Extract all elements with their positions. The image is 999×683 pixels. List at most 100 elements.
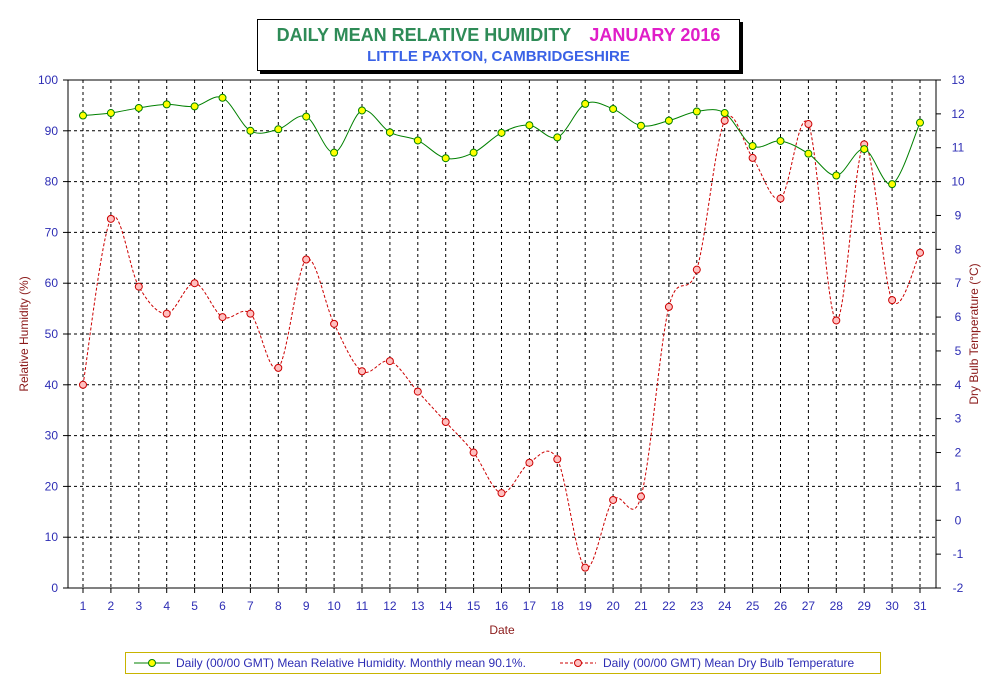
title-box: DAILY MEAN RELATIVE HUMIDITY JANUARY 2016… (257, 19, 740, 71)
humidity-point-26 (776, 136, 785, 145)
left-tick-label-20: 20 (45, 479, 59, 493)
left-tick-label-10: 10 (45, 530, 59, 544)
right-tick-label-11: 11 (952, 141, 965, 155)
temperature-point-31 (916, 248, 924, 257)
humidity-point-19 (581, 99, 590, 108)
temperature-point-8 (274, 363, 283, 372)
temperature-point-4 (162, 309, 171, 318)
temperature-point-11 (358, 367, 366, 376)
chart-title: DAILY MEAN RELATIVE HUMIDITY (276, 25, 572, 45)
chart-subtitle: LITTLE PAXTON, CAMBRIDGESHIRE (367, 48, 630, 65)
x-tick-label-9: 9 (303, 599, 310, 613)
x-tick-label-21: 21 (634, 599, 648, 613)
legend-temp-marker (560, 659, 596, 667)
right-tick-label-13: 13 (951, 73, 965, 87)
x-tick-label-3: 3 (135, 599, 142, 613)
left-tick-label-40: 40 (45, 378, 59, 392)
right-tick-label-0: 0 (955, 513, 962, 527)
humidity-point-21 (637, 121, 645, 130)
x-tick-label-18: 18 (551, 599, 565, 613)
x-tick-label-23: 23 (690, 599, 704, 613)
humidity-point-28 (832, 171, 841, 180)
left-tick-label-30: 30 (45, 429, 59, 443)
temperature-point-10 (330, 319, 339, 328)
humidity-point-9 (302, 112, 311, 121)
x-tick-label-4: 4 (163, 599, 170, 613)
x-tick-label-27: 27 (802, 599, 816, 613)
humidity-point-2 (106, 109, 115, 118)
temperature-point-9 (302, 255, 311, 264)
x-tick-label-29: 29 (858, 599, 872, 613)
temperature-point-27 (804, 120, 813, 129)
temperature-point-7 (246, 309, 255, 318)
humidity-point-8 (274, 125, 283, 134)
legend-rh-label: Daily (00/00 GMT) Mean Relative Humidity… (176, 656, 526, 670)
temperature-point-12 (385, 357, 394, 366)
humidity-point-1 (79, 111, 87, 120)
x-tick-label-12: 12 (383, 599, 397, 613)
humidity-point-4 (162, 100, 171, 109)
left-tick-label-100: 100 (38, 73, 58, 87)
legend-rh-marker (134, 659, 170, 667)
humidity-point-20 (609, 104, 618, 113)
right-tick-label-2: 2 (955, 446, 962, 460)
humidity-point-23 (692, 107, 701, 116)
temperature-point-3 (134, 282, 143, 291)
humidity-point-22 (664, 116, 673, 125)
left-tick-label-60: 60 (45, 276, 59, 290)
temperature-point-17 (525, 458, 534, 467)
temperature-point-23 (692, 265, 701, 274)
humidity-point-16 (497, 128, 506, 137)
humidity-point-12 (385, 128, 394, 137)
legend-temp-label: Daily (00/00 GMT) Mean Dry Bulb Temperat… (603, 656, 855, 670)
temperature-point-5 (190, 279, 199, 288)
left-tick-label-70: 70 (45, 225, 59, 239)
right-tick-label--1: -1 (953, 547, 964, 561)
left-y-axis-label: Relative Humidity (%) (17, 276, 31, 391)
humidity-point-31 (916, 118, 924, 127)
temperature-point-26 (776, 194, 785, 203)
humidity-point-15 (469, 148, 478, 157)
right-tick-label-9: 9 (955, 208, 962, 222)
x-axis-label: Date (489, 623, 515, 637)
x-tick-label-8: 8 (275, 599, 282, 613)
temperature-point-18 (553, 455, 562, 464)
humidity-point-30 (888, 180, 897, 189)
x-tick-label-7: 7 (247, 599, 254, 613)
chart-title-period: JANUARY 2016 (589, 25, 721, 45)
right-tick-label-5: 5 (955, 344, 962, 358)
humidity-point-25 (748, 142, 757, 151)
x-tick-label-19: 19 (579, 599, 593, 613)
x-tick-label-10: 10 (327, 599, 341, 613)
humidity-point-27 (804, 149, 813, 158)
x-tick-label-15: 15 (467, 599, 481, 613)
humidity-point-17 (525, 121, 534, 130)
temperature-point-2 (106, 214, 115, 223)
humidity-point-18 (553, 133, 562, 142)
humidity-point-5 (190, 102, 199, 111)
temperature-point-1 (79, 380, 87, 389)
temperature-point-30 (888, 296, 897, 305)
humidity-point-13 (413, 136, 422, 145)
temperature-point-28 (832, 316, 841, 325)
right-tick-label-6: 6 (955, 310, 962, 324)
temperature-point-21 (637, 492, 645, 501)
x-tick-label-24: 24 (718, 599, 732, 613)
humidity-point-24 (720, 109, 729, 118)
right-y-axis-label: Dry Bulb Temperature (°C) (967, 263, 981, 404)
humidity-point-10 (330, 148, 339, 157)
right-tick-label-7: 7 (955, 276, 962, 290)
x-tick-label-2: 2 (108, 599, 115, 613)
x-tick-label-16: 16 (495, 599, 509, 613)
x-tick-label-28: 28 (830, 599, 844, 613)
temperature-point-16 (497, 489, 506, 498)
x-tick-label-17: 17 (523, 599, 537, 613)
right-tick-label-4: 4 (955, 378, 962, 392)
left-tick-label-0: 0 (51, 581, 58, 595)
x-tick-label-26: 26 (774, 599, 788, 613)
x-tick-label-13: 13 (411, 599, 425, 613)
temperature-point-22 (664, 302, 673, 311)
x-tick-label-14: 14 (439, 599, 453, 613)
temperature-point-15 (469, 448, 478, 457)
right-tick-label-12: 12 (951, 107, 965, 121)
